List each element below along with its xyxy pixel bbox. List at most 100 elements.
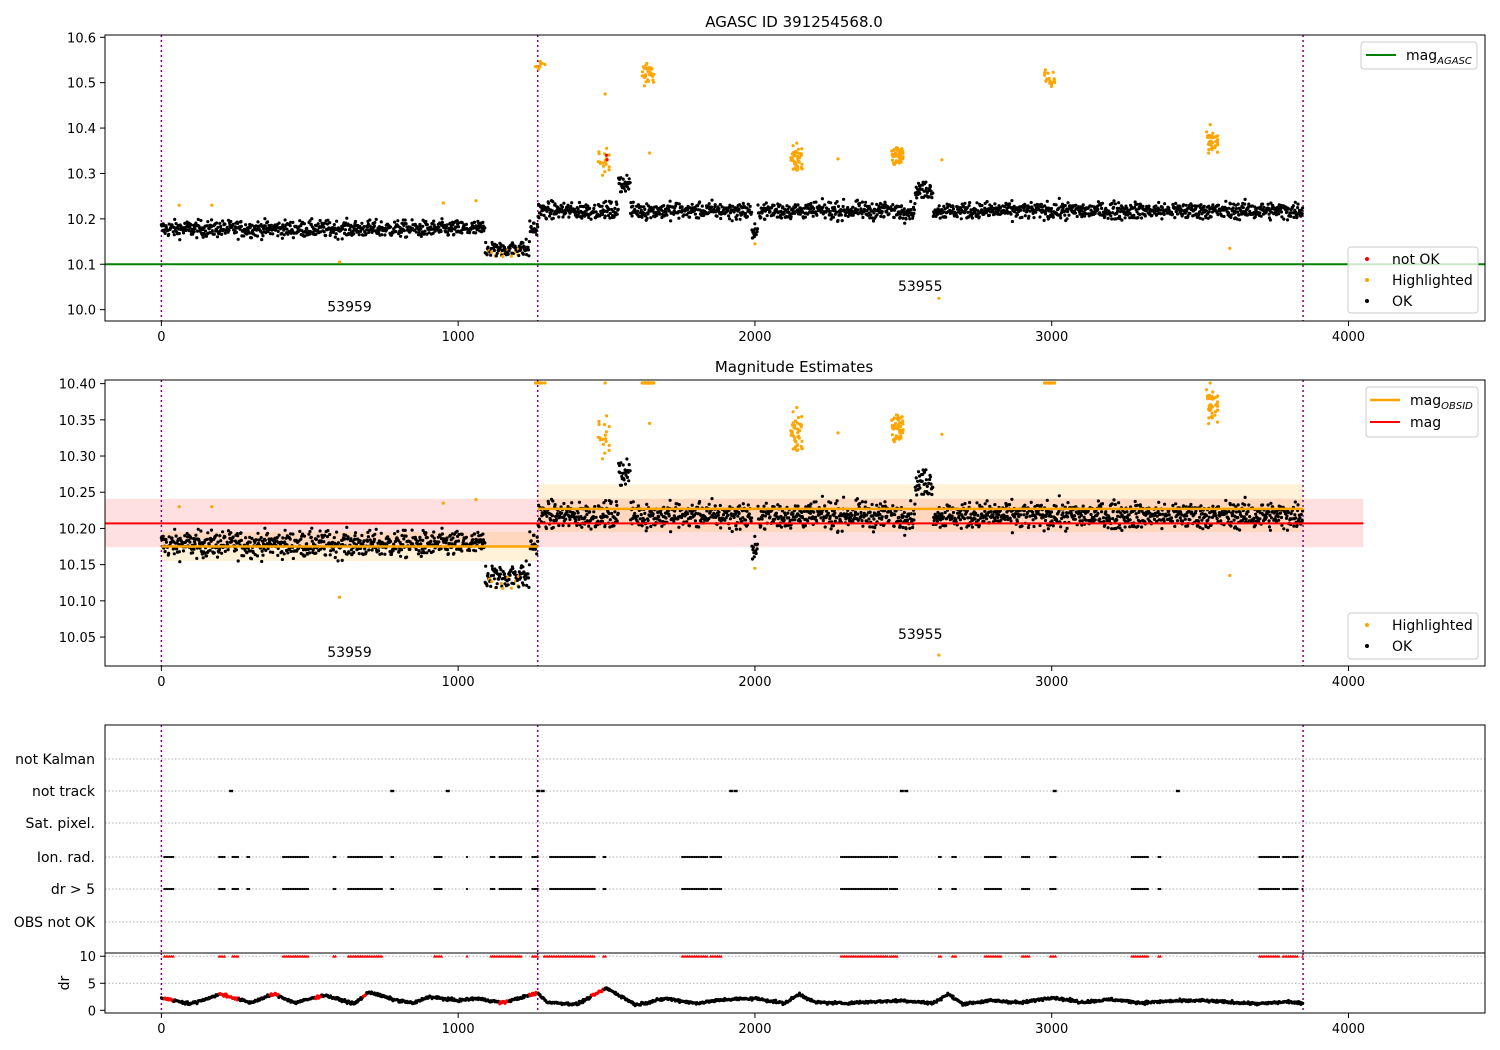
ok-point (291, 236, 295, 240)
ok-point (615, 519, 619, 523)
ok-point (697, 216, 701, 220)
ok-point (1081, 504, 1085, 508)
ok-point (842, 197, 846, 201)
ok-point (535, 552, 539, 556)
ok-point (631, 500, 635, 504)
ok-point (564, 517, 568, 521)
legend-highlighted: Highlighted (1392, 273, 1473, 289)
ok-point (924, 180, 928, 184)
ok-point (833, 519, 837, 523)
ok-point (1175, 212, 1180, 216)
y-tick-label: 10.1 (67, 258, 96, 273)
ok-point (1108, 517, 1112, 521)
ok-point (1066, 511, 1071, 515)
ok-point (363, 547, 367, 551)
ok-point (451, 223, 455, 227)
ok-point (1262, 205, 1266, 209)
ok-point (707, 202, 711, 206)
ok-point (342, 550, 347, 554)
ok-point (194, 533, 198, 537)
ok-point (815, 213, 819, 217)
ok-point (289, 220, 293, 224)
ok-point (424, 531, 428, 535)
not-ok-point (605, 158, 609, 162)
ok-point (1157, 500, 1161, 504)
ok-point (821, 205, 825, 209)
ok-point (782, 212, 786, 216)
ok-point (748, 204, 752, 208)
ok-point (651, 512, 655, 516)
ok-point (1207, 204, 1211, 208)
ok-point (393, 532, 397, 536)
ok-point (343, 537, 347, 541)
ok-point (1100, 201, 1105, 205)
ok-point (669, 530, 673, 534)
highlighted-point (644, 67, 648, 71)
ok-point (485, 253, 489, 257)
ok-point (494, 254, 498, 258)
ok-point (223, 222, 227, 226)
ok-point (368, 528, 372, 532)
ok-point (256, 220, 260, 224)
highlighted-point (543, 62, 547, 67)
legend-mag-agasc: magAGASC (1406, 48, 1472, 67)
ok-point (802, 509, 807, 513)
ok-point (643, 511, 647, 515)
ok-point (274, 227, 278, 231)
highlighted-point (1049, 82, 1054, 86)
ok-point (223, 231, 227, 235)
highlighted-point (789, 158, 793, 162)
ok-point (1045, 199, 1049, 203)
ok-point (773, 517, 777, 521)
ok-point (646, 204, 651, 208)
ok-point (328, 532, 332, 537)
ok-point (238, 227, 242, 231)
highlighted-point (490, 580, 494, 584)
ok-point (298, 529, 302, 534)
ok-point (1100, 510, 1104, 514)
ok-point (280, 231, 284, 235)
ok-point (793, 518, 797, 522)
ok-point (445, 548, 450, 552)
ok-point (499, 568, 503, 572)
ok-point (1248, 209, 1252, 213)
ok-point (316, 228, 320, 232)
ok-point (1019, 208, 1023, 212)
ok-point (770, 205, 774, 210)
ok-point (604, 199, 608, 203)
ok-point (930, 196, 934, 200)
ok-point (1216, 203, 1221, 207)
ok-point (1291, 204, 1295, 208)
ok-point (326, 218, 330, 222)
ok-point (508, 573, 512, 577)
ok-point (835, 210, 839, 214)
ok-point (195, 236, 199, 240)
ok-point (820, 494, 825, 498)
ok-point (1169, 516, 1174, 520)
ok-point (731, 204, 735, 208)
ok-point (834, 502, 838, 506)
ok-point (712, 512, 716, 516)
ok-point (751, 548, 755, 552)
ok-point (686, 512, 690, 516)
ok-point (613, 510, 617, 514)
ok-point (254, 538, 258, 542)
ok-point (645, 526, 649, 530)
ok-point (658, 519, 662, 523)
ok-point (396, 219, 400, 223)
ok-point (806, 519, 810, 523)
ok-point (968, 201, 972, 205)
ok-point (947, 504, 952, 508)
ok-point (524, 237, 528, 241)
ok-point (419, 226, 423, 231)
ok-point (814, 500, 818, 504)
highlighted-point (643, 74, 648, 78)
highlighted-point (1206, 142, 1211, 146)
y-tick-label: 10.2 (67, 213, 96, 228)
ok-point (622, 186, 626, 190)
ok-point (975, 201, 979, 205)
ok-point (836, 218, 840, 223)
ok-point (1134, 512, 1138, 516)
ok-point (308, 547, 312, 551)
ok-point (958, 211, 963, 215)
